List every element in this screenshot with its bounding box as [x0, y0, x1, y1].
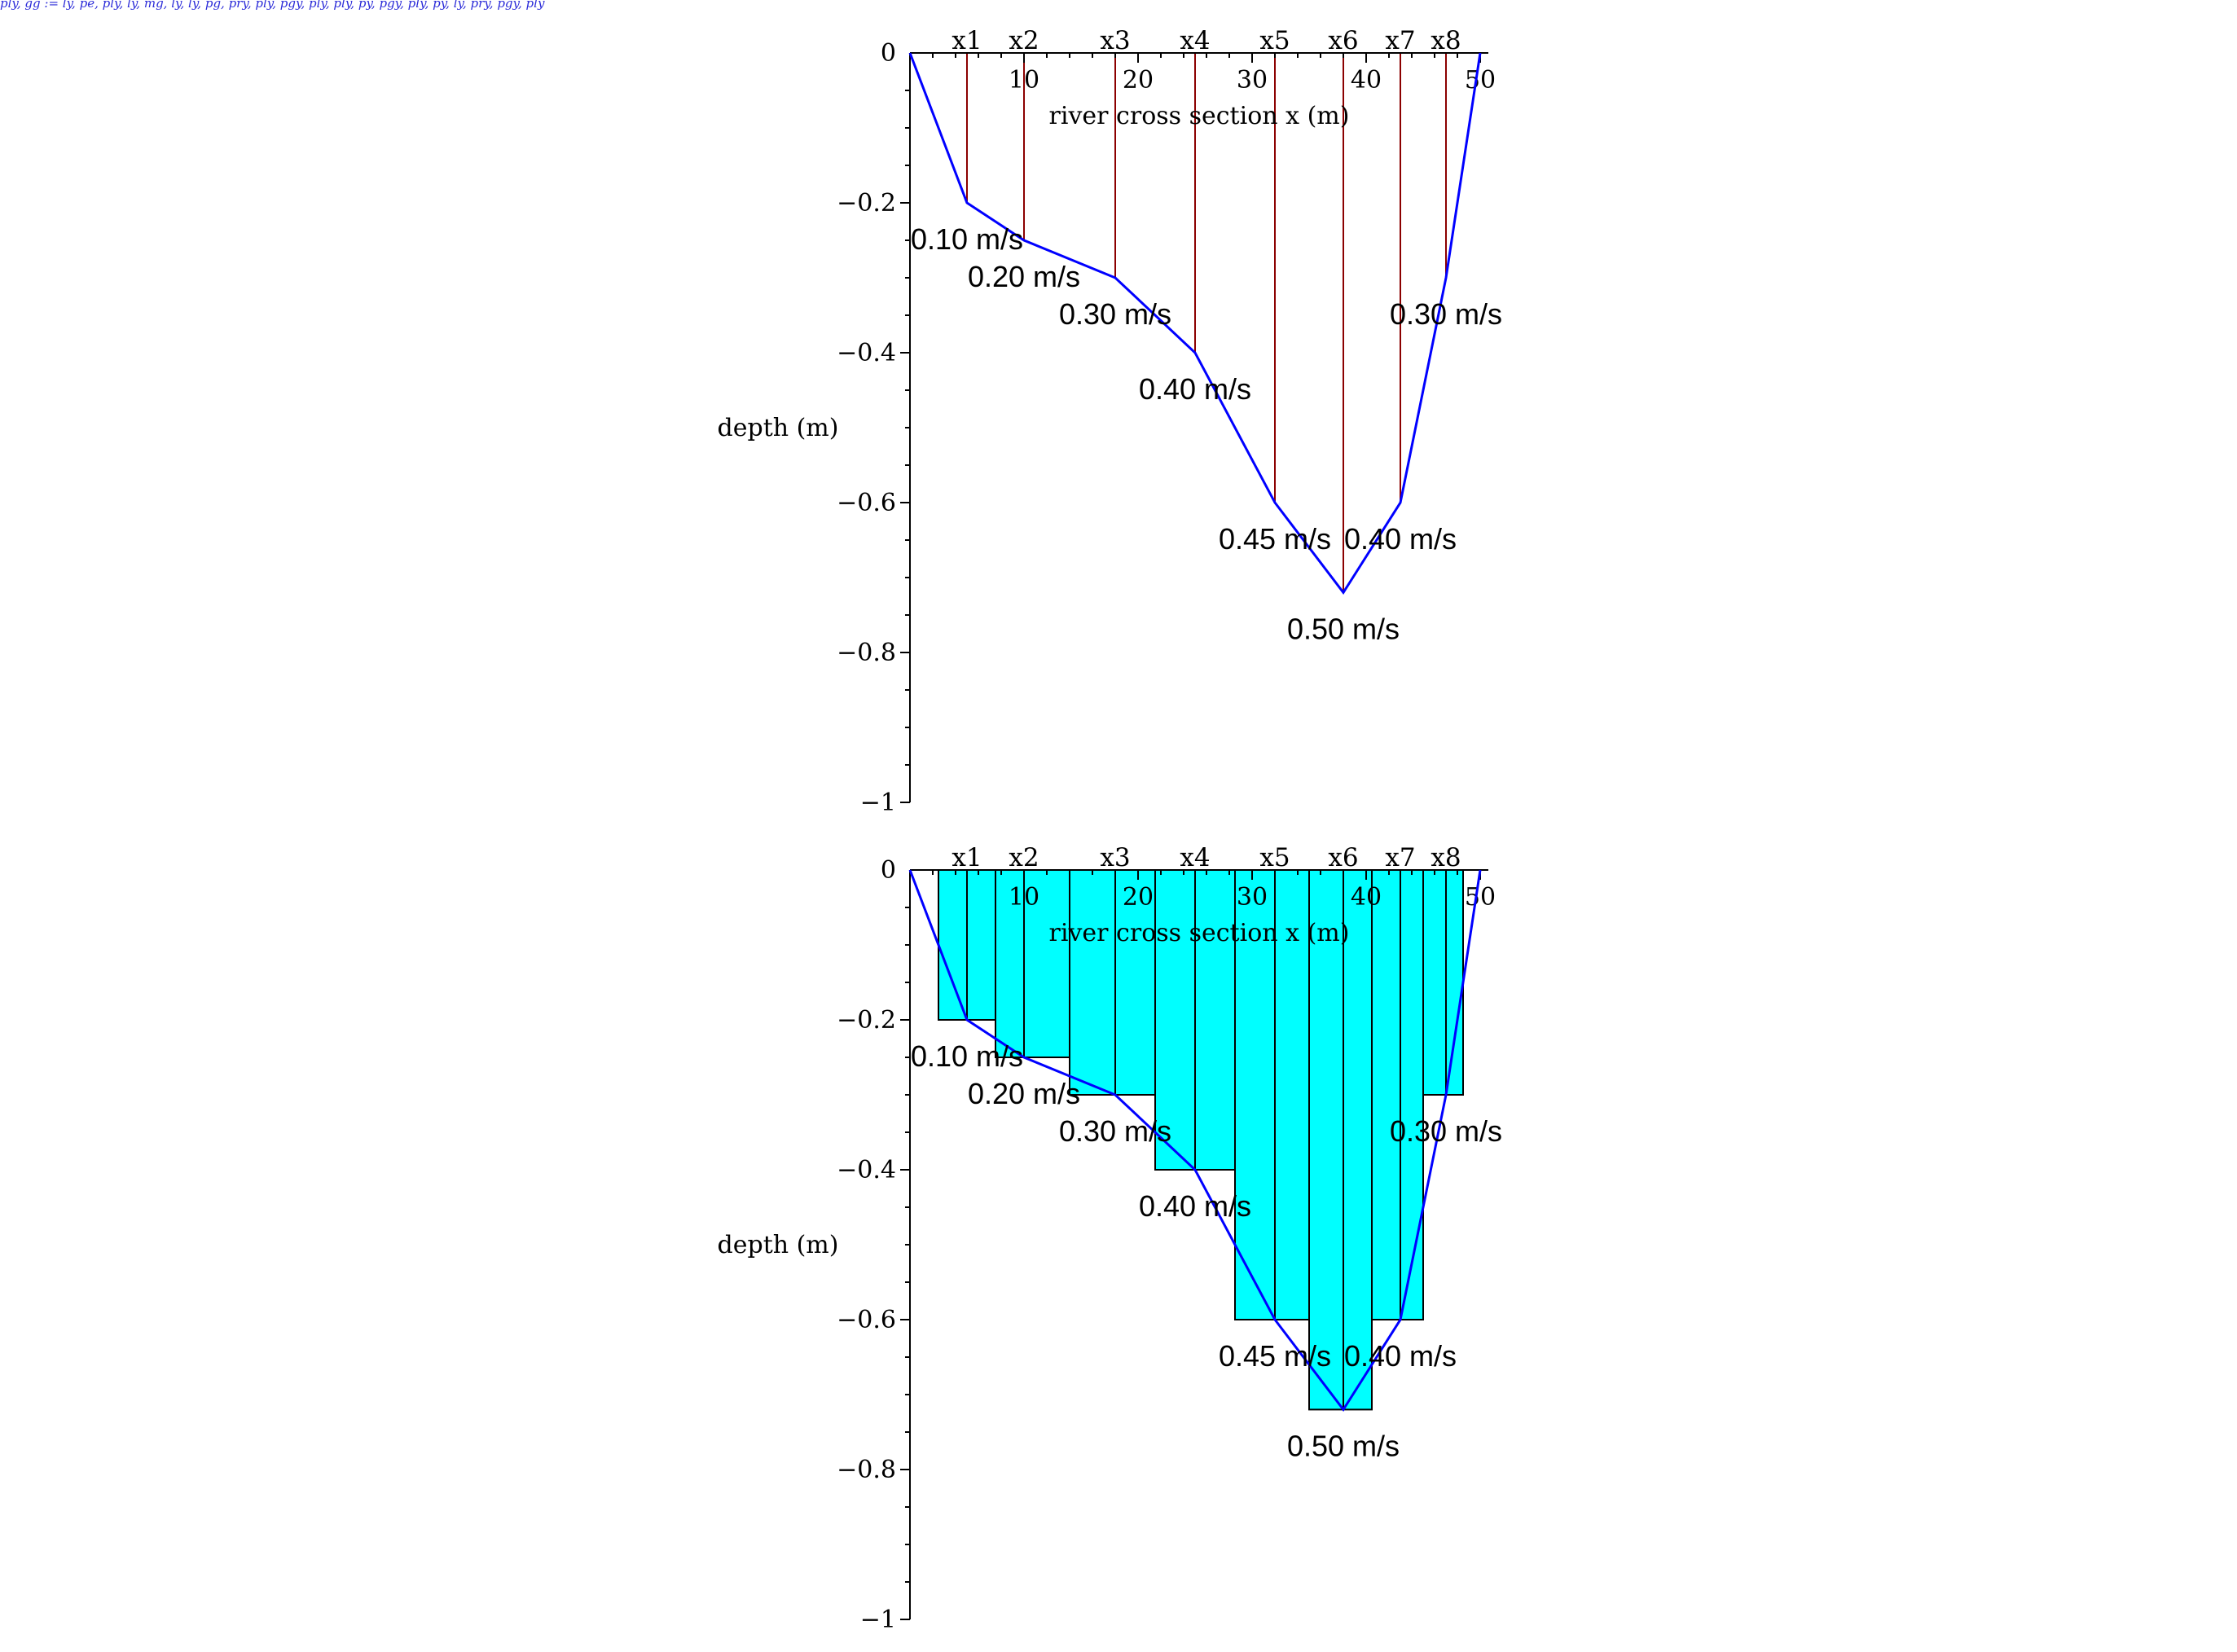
y-tick-label-0: 0	[881, 856, 896, 885]
x-tick-label-30: 30	[1237, 66, 1268, 94]
velocity-label-x5: 0.45 m/s	[1219, 1339, 1331, 1373]
x-tick-label-10: 10	[1009, 883, 1039, 912]
velocity-label-x2: 0.20 m/s	[968, 1077, 1080, 1110]
x-tick-label-20: 20	[1123, 66, 1154, 94]
x-axis-label: river cross section x (m)	[1049, 919, 1350, 947]
velocity-label-x5: 0.45 m/s	[1219, 522, 1331, 556]
station-name-x4: x4	[1180, 26, 1210, 55]
cut-off-top-text: ply, gg := ly, pe, ply, ly, mg, ly, ly, …	[0, 0, 545, 11]
y-tick-label-3: −0.6	[837, 1306, 896, 1334]
x-tick-label-10: 10	[1009, 66, 1039, 94]
y-tick-label-5: −1	[860, 789, 896, 817]
velocity-label-x7: 0.40 m/s	[1344, 522, 1457, 556]
velocity-label-x6: 0.50 m/s	[1287, 612, 1400, 645]
y-tick-label-4: −0.8	[837, 1456, 896, 1484]
velocity-label-x6: 0.50 m/s	[1287, 1429, 1400, 1462]
velocity-label-x2: 0.20 m/s	[968, 260, 1080, 293]
station-name-x7: x7	[1385, 26, 1415, 55]
panel-bar-6	[1308, 869, 1373, 1411]
x-tick-label-50: 50	[1465, 66, 1496, 94]
station-name-x7: x7	[1385, 843, 1415, 872]
y-tick-label-3: −0.6	[837, 489, 896, 517]
plot-bottom: 10 20 30 40 50 0 −0.2 −0.4 −0.6 −0.8 −1 river cross…	[718, 843, 1503, 1634]
x-tick-label-30: 30	[1237, 883, 1268, 912]
y-tick-label-4: −0.8	[837, 639, 896, 667]
x-tick-label-20: 20	[1123, 883, 1154, 912]
river-profile-line	[908, 869, 1482, 1413]
x-axis-label: river cross section x (m)	[1049, 102, 1350, 130]
velocity-label-x4: 0.40 m/s	[1139, 372, 1251, 406]
y-axis-label: depth (m)	[718, 414, 839, 442]
x-tick-label-40: 40	[1351, 66, 1382, 94]
station-name-x4: x4	[1180, 843, 1210, 872]
y-tick-label-0: 0	[881, 39, 896, 68]
station-name-x1: x1	[951, 843, 982, 872]
station-name-x8: x8	[1431, 843, 1461, 872]
station-name-x3: x3	[1100, 26, 1130, 55]
station-name-x8: x8	[1431, 26, 1461, 55]
station-name-x5: x5	[1259, 843, 1290, 872]
velocity-label-x8: 0.30 m/s	[1390, 297, 1502, 331]
y-tick-label-1: −0.2	[837, 1006, 896, 1035]
y-tick-label-1: −0.2	[837, 189, 896, 217]
velocity-label-x3: 0.30 m/s	[1059, 1114, 1171, 1148]
velocity-label-x1: 0.10 m/s	[911, 222, 1023, 256]
station-name-x6: x6	[1328, 26, 1358, 55]
velocity-label-x1: 0.10 m/s	[911, 1039, 1023, 1073]
station-name-x2: x2	[1009, 26, 1039, 55]
river-profile-line	[908, 52, 1482, 595]
velocity-label-x8: 0.30 m/s	[1390, 1114, 1502, 1148]
plot-top: 10 20 30 40 50 0 −0.2 −0.4 −0.6 −0.8 −1 river cross…	[718, 26, 1503, 817]
y-tick-label-2: −0.4	[837, 339, 896, 367]
x-tick-label-50: 50	[1465, 883, 1496, 912]
station-name-x3: x3	[1100, 843, 1130, 872]
velocity-label-x4: 0.40 m/s	[1139, 1189, 1251, 1223]
station-name-x6: x6	[1328, 843, 1358, 872]
x-tick-label-40: 40	[1351, 883, 1382, 912]
station-name-x1: x1	[951, 26, 982, 55]
station-name-x5: x5	[1259, 26, 1290, 55]
station-name-x2: x2	[1009, 843, 1039, 872]
y-axis-label: depth (m)	[718, 1231, 839, 1259]
velocity-label-x7: 0.40 m/s	[1344, 1339, 1457, 1373]
panel-bar-5	[1234, 869, 1310, 1320]
panel-bar-7	[1371, 869, 1424, 1320]
velocity-label-x3: 0.30 m/s	[1059, 297, 1171, 331]
panel-bar-3	[1069, 869, 1156, 1096]
panel-bar-8	[1422, 869, 1464, 1096]
y-tick-label-5: −1	[860, 1606, 896, 1634]
y-tick-label-2: −0.4	[837, 1156, 896, 1184]
